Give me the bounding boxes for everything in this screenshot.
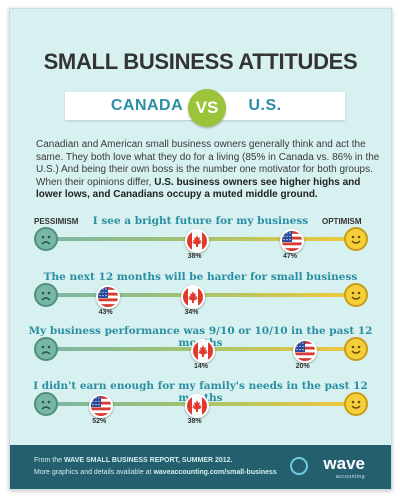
us-value-label: 20% [295,363,310,370]
optimism-face-icon [344,227,368,251]
pessimism-face-icon [34,392,58,416]
wave-logo-subtitle: accounting [335,474,365,480]
canada-value-label: 38% [187,253,202,260]
us-value-label: 52% [92,418,107,425]
us-flag-marker [292,339,317,363]
footer-link-prefix: More graphics and details available at [34,469,154,476]
page-title: SMALL BUSINESS ATTITUDES [43,49,358,74]
canada-value-label: 38% [187,418,202,425]
vs-left-label: CANADA [110,97,184,114]
wave-logo-icon [290,457,308,475]
pessimism-label: PESSIMISM [34,217,79,226]
question-label: I see a bright future for my business [92,215,309,227]
us-value-label: 43% [98,309,113,316]
wave-logo: wave [323,454,365,473]
optimism-face-icon [344,392,368,416]
footer-link-line: More graphics and details available at w… [34,469,277,476]
vs-badge: VS [188,89,226,127]
canada-value-label: 34% [184,309,199,316]
optimism-face-icon [344,283,368,307]
us-flag-marker [89,394,114,418]
canada-flag-marker [184,394,209,418]
canada-flag-marker [191,339,215,363]
footer: From the WAVE SMALL BUSINESS REPORT, SUM… [10,445,391,489]
footer-source: From the WAVE SMALL BUSINESS REPORT, SUM… [34,457,233,464]
footer-source-prefix: From the [34,457,64,464]
pessimism-face-icon [34,283,58,307]
us-flag-marker [95,285,120,309]
us-flag-marker [280,229,305,253]
us-value-label: 47% [283,253,298,260]
vs-right-label: U.S. [248,97,282,114]
infographic-card: SMALL BUSINESS ATTITUDES CANADA VS U.S. … [9,8,392,490]
pessimism-face-icon [34,337,58,361]
canada-flag-marker [184,229,209,253]
footer-source-bold: WAVE SMALL BUSINESS REPORT, SUMMER 2012. [63,457,233,464]
footer-link[interactable]: waveaccounting.com/small-business [153,469,277,476]
intro-text: Canadian and American small business own… [36,139,380,188]
canada-value-label: 14% [193,363,208,370]
canada-flag-marker [181,285,206,309]
intro-paragraph: Canadian and American small business own… [36,139,381,202]
intro-bold-text: U.S. business owners see higher highs an… [36,176,361,201]
question-label: The next 12 months will be harder for sm… [43,271,358,283]
optimism-label: OPTIMISM [322,217,362,226]
optimism-face-icon [344,337,368,361]
pessimism-face-icon [34,227,58,251]
